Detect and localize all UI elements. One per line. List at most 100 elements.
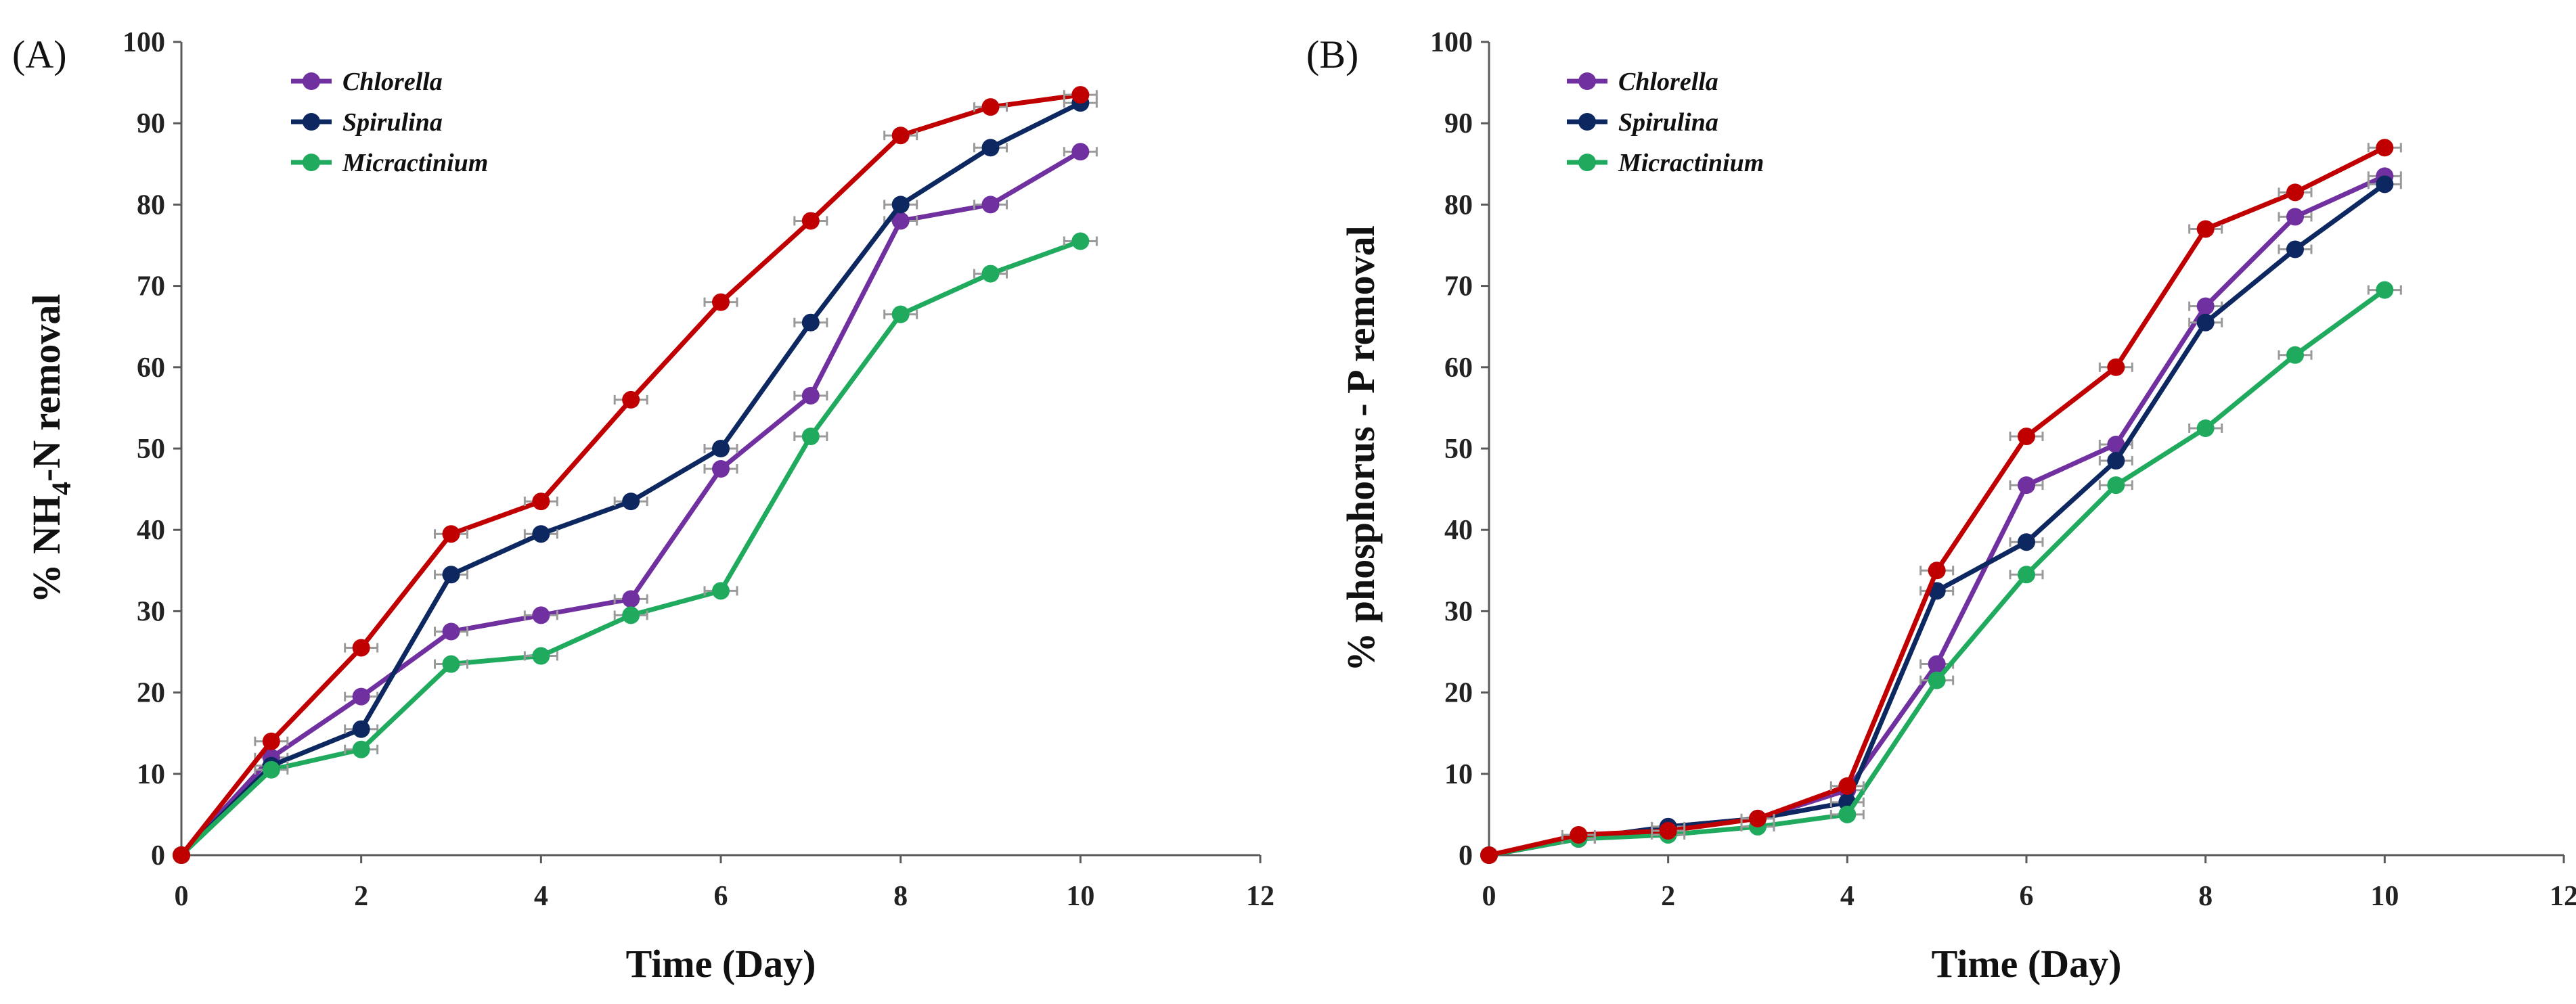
- y-axis-title-main: % phosphorus - P removal: [1339, 225, 1383, 672]
- data-point: [2196, 297, 2215, 315]
- data-point: [2107, 358, 2125, 376]
- data-point: [1071, 232, 1090, 250]
- series-consortium: [173, 86, 1098, 864]
- data-point: [2107, 476, 2125, 495]
- data-point: [1749, 809, 1767, 827]
- y-axis-title: % NH4-N removal: [24, 294, 76, 603]
- y-tick-label: 80: [1444, 189, 1473, 221]
- data-point: [1928, 671, 1946, 689]
- y-tick-label: 50: [1444, 434, 1473, 465]
- data-point: [712, 440, 730, 457]
- data-point: [2018, 533, 2035, 551]
- x-tick-label: 2: [354, 881, 368, 912]
- y-axis-title-subscript: 4: [46, 482, 76, 495]
- y-tick-label: 90: [137, 108, 165, 139]
- y-tick-label: 100: [1430, 27, 1473, 58]
- data-point: [442, 525, 460, 543]
- legend-item-chlorella: Chlorella: [1567, 68, 1718, 96]
- data-point: [891, 305, 910, 323]
- x-tick-label: 0: [175, 881, 189, 912]
- data-point: [2196, 419, 2215, 437]
- legend-label: Chlorella: [342, 68, 443, 96]
- legend-swatch-marker: [1578, 113, 1596, 131]
- x-tick-label: 0: [1482, 881, 1496, 912]
- data-point: [622, 390, 640, 409]
- data-point: [352, 720, 370, 738]
- data-point: [891, 212, 910, 230]
- legend-item-chlorella: Chlorella: [291, 68, 443, 96]
- legend-label: Spirulina: [1618, 108, 1718, 137]
- y-tick-label: 10: [1444, 759, 1473, 790]
- data-point: [712, 582, 730, 600]
- y-tick-label: 50: [137, 434, 165, 465]
- legend-item-spirulina: Spirulina: [1567, 108, 1718, 137]
- data-point: [262, 760, 280, 779]
- legend-label: Chlorella: [1618, 68, 1718, 96]
- data-point: [532, 606, 550, 624]
- y-tick-label: 20: [137, 678, 165, 709]
- data-point: [2376, 139, 2394, 157]
- panel-b: 0 10 20 30 40 50 60 70 80 90 100 0 2 4 6 8 10 12 Time (Day…: [1306, 27, 2576, 986]
- data-point: [2196, 313, 2215, 332]
- legend-item-spirulina: Spirulina: [291, 108, 443, 137]
- legend-item-micractinium: Micractinium: [1567, 149, 1764, 177]
- series-spirulina: [1480, 175, 2402, 864]
- series-line-consortium: [179, 92, 1081, 857]
- data-point: [2286, 208, 2304, 226]
- data-point: [1838, 777, 1857, 795]
- x-tick-label: 6: [2020, 881, 2034, 912]
- data-point: [2018, 476, 2035, 495]
- data-point: [262, 732, 280, 750]
- x-tick-label: 4: [1840, 881, 1855, 912]
- data-point: [1071, 86, 1090, 104]
- x-tick-label: 10: [2370, 881, 2399, 912]
- y-tick-label: 20: [1444, 678, 1473, 709]
- x-tick-label: 4: [534, 881, 548, 912]
- data-point: [1071, 143, 1090, 161]
- data-point: [622, 590, 640, 608]
- y-tick-label: 30: [1444, 596, 1473, 627]
- data-point: [712, 293, 730, 311]
- y-axis-title-main: % NH: [24, 495, 68, 603]
- legend-label: Micractinium: [342, 149, 488, 177]
- legend-swatch-marker: [303, 154, 320, 171]
- series-consortium: [1480, 139, 2402, 864]
- data-point: [801, 212, 820, 230]
- data-point: [2376, 175, 2394, 193]
- data-point: [442, 622, 460, 641]
- data-point: [2376, 281, 2394, 299]
- data-point: [2018, 427, 2035, 445]
- data-point: [981, 196, 1000, 214]
- data-point: [173, 846, 190, 864]
- data-point: [352, 740, 370, 758]
- y-tick-label: 40: [1444, 515, 1473, 546]
- legend: Chlorella Spirulina Micractinium: [1567, 68, 1764, 177]
- x-axis-title: Time (Day): [626, 942, 816, 986]
- legend-swatch-marker: [303, 113, 320, 131]
- x-tick-label: 8: [893, 881, 908, 912]
- x-tick-label: 8: [2198, 881, 2213, 912]
- data-point: [352, 639, 370, 657]
- data-point: [532, 493, 550, 511]
- x-tick-label: 12: [1246, 881, 1274, 912]
- data-point: [1928, 655, 1946, 673]
- series-chlorella: [1480, 167, 2402, 864]
- y-tick-label: 60: [137, 352, 165, 384]
- data-point: [2286, 183, 2304, 202]
- legend-swatch-marker: [1578, 154, 1596, 171]
- y-tick-label: 0: [1459, 840, 1473, 871]
- data-point: [2286, 240, 2304, 258]
- data-point: [891, 196, 910, 214]
- data-point: [532, 525, 550, 543]
- data-point: [622, 493, 640, 511]
- data-point: [442, 655, 460, 673]
- y-tick-label: 90: [1444, 108, 1473, 139]
- data-point: [2286, 346, 2304, 364]
- data-point: [442, 566, 460, 584]
- data-point: [2196, 220, 2215, 238]
- data-point: [712, 460, 730, 478]
- y-tick-label: 100: [123, 27, 165, 58]
- data-point: [981, 139, 1000, 157]
- data-point: [1838, 805, 1857, 823]
